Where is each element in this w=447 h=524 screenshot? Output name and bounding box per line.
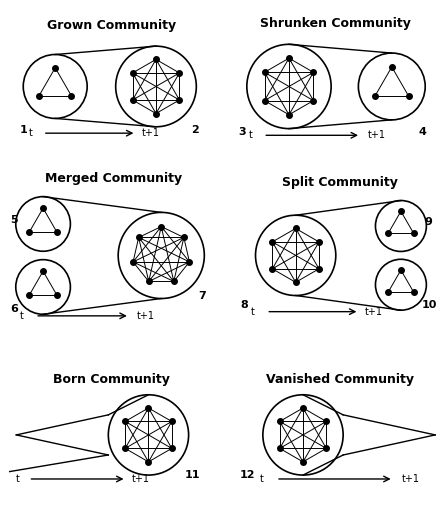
Text: 6: 6: [10, 304, 18, 314]
Text: 5: 5: [10, 215, 17, 225]
Text: t: t: [259, 474, 263, 484]
Text: t: t: [16, 474, 20, 484]
Text: 8: 8: [241, 300, 249, 310]
Title: Grown Community: Grown Community: [47, 19, 176, 32]
Title: Merged Community: Merged Community: [46, 171, 182, 184]
Title: Vanished Community: Vanished Community: [266, 373, 414, 386]
Text: 12: 12: [239, 470, 255, 480]
Text: 9: 9: [424, 217, 432, 227]
Text: t+1: t+1: [402, 474, 420, 484]
Text: t: t: [249, 130, 253, 140]
Text: 7: 7: [198, 290, 206, 301]
Text: t: t: [29, 128, 33, 138]
Text: 4: 4: [418, 127, 426, 137]
Text: t+1: t+1: [132, 474, 150, 484]
Title: Split Community: Split Community: [282, 176, 398, 189]
Text: 1: 1: [19, 125, 27, 135]
Text: t: t: [251, 307, 254, 316]
Text: t+1: t+1: [365, 307, 383, 316]
Title: Born Community: Born Community: [53, 373, 170, 386]
Text: 3: 3: [239, 127, 246, 137]
Text: t+1: t+1: [136, 311, 155, 321]
Text: t+1: t+1: [367, 130, 385, 140]
Text: 2: 2: [191, 125, 199, 135]
Text: t+1: t+1: [142, 128, 160, 138]
Text: t: t: [20, 311, 24, 321]
Title: Shrunken Community: Shrunken Community: [260, 17, 411, 30]
Text: 10: 10: [422, 300, 437, 310]
Text: 11: 11: [184, 470, 200, 480]
